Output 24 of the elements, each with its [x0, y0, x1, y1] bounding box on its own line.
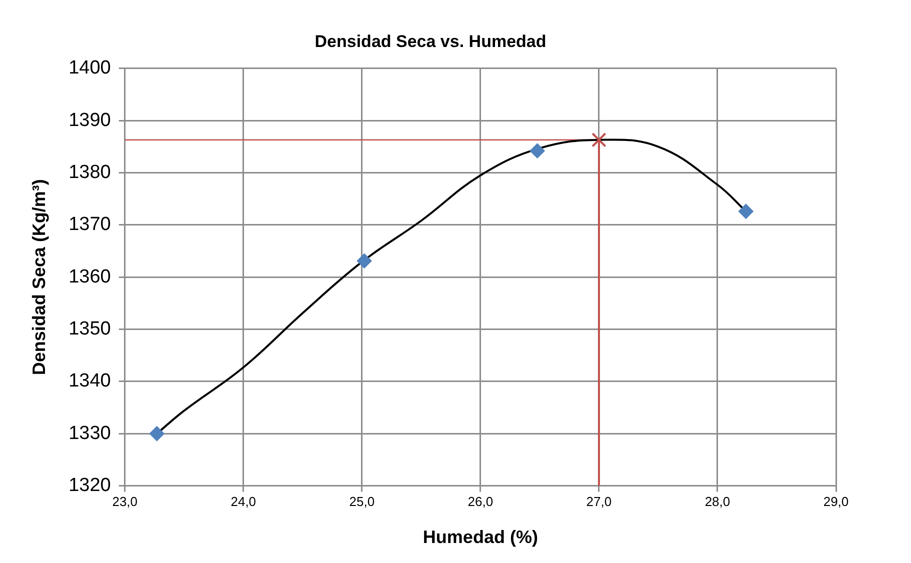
x-tick-label: 27,0	[586, 494, 612, 510]
y-tick-label: 1360	[68, 266, 111, 288]
point	[356, 253, 372, 268]
x-axis-title: Humedad (%)	[422, 527, 538, 548]
x-tick-label: 28,0	[704, 494, 730, 510]
point	[592, 132, 606, 148]
y-tick-label: 1330	[68, 422, 111, 444]
chart-title: Densidad Seca vs. Humedad	[314, 32, 546, 51]
y-tick-label: 1340	[68, 370, 111, 392]
point	[738, 204, 754, 219]
y-tick-label: 1400	[68, 58, 111, 79]
y-tick-label: 1350	[68, 318, 111, 340]
point	[149, 426, 164, 442]
y-tick-label: 1380	[68, 162, 111, 183]
x-tick-label: 29,0	[823, 494, 849, 510]
x-tick-label: 24,0	[230, 494, 256, 510]
y-tick-label: 1370	[68, 214, 111, 236]
y-tick-label: 1320	[68, 475, 111, 496]
y-tick-label: 1390	[68, 110, 111, 131]
x-tick-label: 23,0	[112, 494, 138, 510]
x-tick-label: 26,0	[468, 494, 494, 510]
y-axis-title: Densidad Seca (Kg/m³)	[28, 179, 49, 376]
x-tick-label: 25,0	[349, 494, 375, 510]
point	[530, 143, 545, 158]
